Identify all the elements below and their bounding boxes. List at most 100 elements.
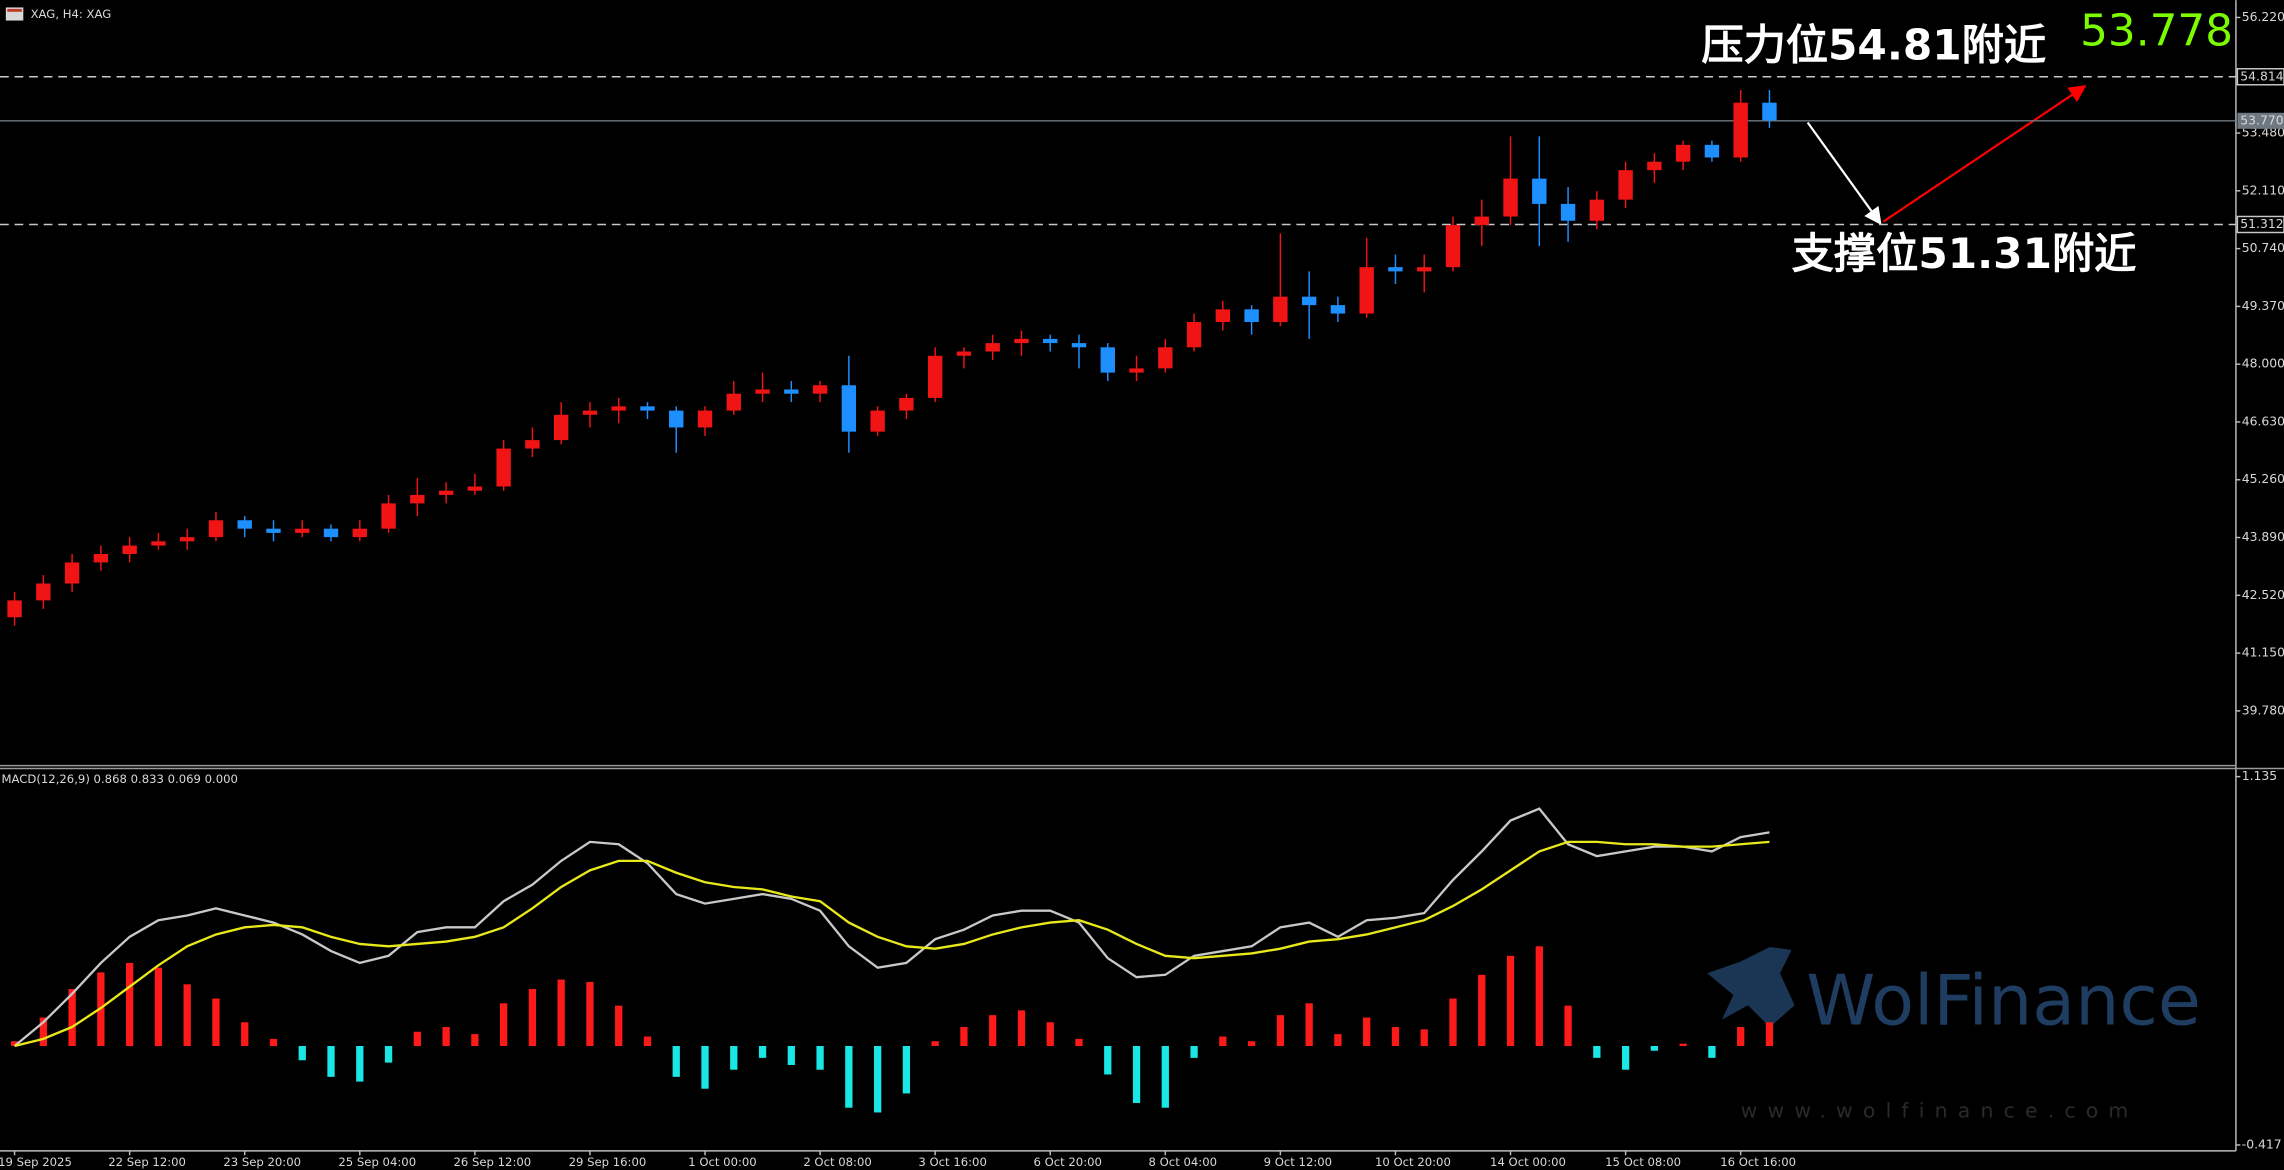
histogram-bar (1075, 1038, 1083, 1046)
histogram-bar (269, 1038, 278, 1046)
candle-body (1014, 338, 1029, 344)
candle-body (179, 537, 195, 542)
y-tick-label: 53.480 (2242, 126, 2284, 140)
histogram-bar (1363, 1017, 1371, 1046)
histogram-bar (1161, 1045, 1169, 1108)
x-tick-label: 26 Sep 12:00 (453, 1155, 531, 1169)
histogram-bar (212, 998, 220, 1046)
candle-body (122, 545, 137, 554)
candle-body (64, 562, 80, 584)
histogram-bar (1506, 955, 1515, 1046)
x-tick-label: 10 Oct 20:00 (1375, 1155, 1451, 1169)
candle-body (927, 355, 943, 398)
histogram-bar (1247, 1041, 1256, 1046)
y-tick-label: 45.260 (2242, 472, 2284, 486)
candle-body (726, 393, 741, 411)
histogram-bar (845, 1045, 853, 1108)
candle-body (669, 410, 684, 428)
y-tick-label: 56.220 (2242, 10, 2284, 24)
x-tick-label: 9 Oct 12:00 (1264, 1155, 1332, 1169)
support-annotation: 支撑位51.31附近 (1792, 229, 2137, 278)
histogram-bar (816, 1045, 824, 1070)
histogram-bar (10, 1041, 19, 1046)
candle-body (1244, 309, 1259, 322)
histogram-bar (442, 1027, 450, 1046)
candle-body (870, 410, 885, 432)
candle-body (208, 520, 224, 538)
histogram-bar (413, 1031, 421, 1046)
y-tick-label: 49.370 (2242, 299, 2284, 313)
bid-price: 53.778 (2080, 6, 2233, 57)
histogram-bar (1190, 1045, 1198, 1058)
x-tick-label: 8 Oct 04:00 (1149, 1155, 1217, 1169)
histogram-bar (1046, 1022, 1054, 1046)
histogram-bar (1478, 974, 1486, 1046)
histogram-bar (499, 1003, 508, 1046)
candle-body (956, 351, 972, 356)
candle-body (611, 406, 626, 411)
candle-body (93, 553, 109, 563)
candle-body (1474, 216, 1489, 225)
histogram-bar (125, 962, 134, 1046)
histogram-bar (1765, 1022, 1774, 1046)
histogram-bar (1679, 1043, 1687, 1046)
y-tick-label: 46.630 (2242, 414, 2284, 428)
x-tick-label: 2 Oct 08:00 (803, 1155, 871, 1169)
candle-body (640, 406, 655, 411)
histogram-bar (39, 1017, 47, 1046)
level-label-box (2236, 68, 2284, 86)
histogram-bar (1650, 1045, 1659, 1051)
histogram-bar (1420, 1029, 1428, 1046)
candle-body (381, 503, 396, 529)
histogram-bar (672, 1045, 680, 1077)
histogram-bar (643, 1036, 652, 1046)
candle-body (1618, 170, 1633, 200)
x-tick-label: 16 Oct 16:00 (1720, 1155, 1796, 1169)
candle-body (1733, 102, 1748, 158)
y-tick-label: 52.110 (2242, 183, 2284, 197)
x-tick-label: 22 Sep 12:00 (108, 1155, 186, 1169)
y-tick-label: 41.150 (2242, 646, 2284, 660)
candle-body (697, 410, 713, 428)
candle-body (1215, 309, 1231, 322)
y-tick-label: 42.520 (2242, 588, 2284, 602)
candle-body (1301, 296, 1317, 306)
candle-body (1043, 338, 1058, 344)
candle-body (323, 528, 339, 538)
indicator-line (13, 807, 1770, 1047)
histogram-bar (1535, 946, 1543, 1046)
histogram-bar (1017, 1010, 1026, 1046)
x-tick-label: 23 Sep 20:00 (223, 1155, 301, 1169)
down-arrow (1806, 121, 1882, 226)
candle-body (1589, 199, 1605, 221)
candle-body (1532, 178, 1547, 204)
candle-body (295, 528, 310, 533)
histogram-bar (1391, 1027, 1400, 1046)
candle-body (1273, 296, 1288, 322)
histogram-bar (931, 1041, 939, 1046)
candle-body (1560, 203, 1576, 221)
x-tick-label: 6 Oct 20:00 (1033, 1155, 1101, 1169)
candle-body (1675, 144, 1691, 162)
histogram-bar (989, 1015, 997, 1046)
candle-body (1704, 144, 1720, 158)
histogram-bar (384, 1045, 393, 1063)
histogram-bar (787, 1045, 795, 1065)
histogram-bar (1334, 1034, 1342, 1046)
candle-body (1186, 321, 1202, 348)
candle-body (438, 490, 454, 495)
up-arrow (1882, 85, 2087, 223)
candle-body (525, 440, 540, 449)
symbol-icon (7, 8, 22, 12)
y-tick-label: 50.740 (2242, 241, 2284, 255)
histogram-bar (154, 967, 163, 1046)
candle-body (1388, 267, 1403, 272)
histogram-bar (758, 1045, 767, 1058)
histogram-bar (1737, 1027, 1745, 1046)
candle-body (352, 528, 367, 538)
histogram-bar (1104, 1045, 1112, 1075)
candle-body (1129, 368, 1144, 373)
candle-body (1417, 267, 1432, 272)
x-tick-label: 3 Oct 16:00 (918, 1155, 986, 1169)
